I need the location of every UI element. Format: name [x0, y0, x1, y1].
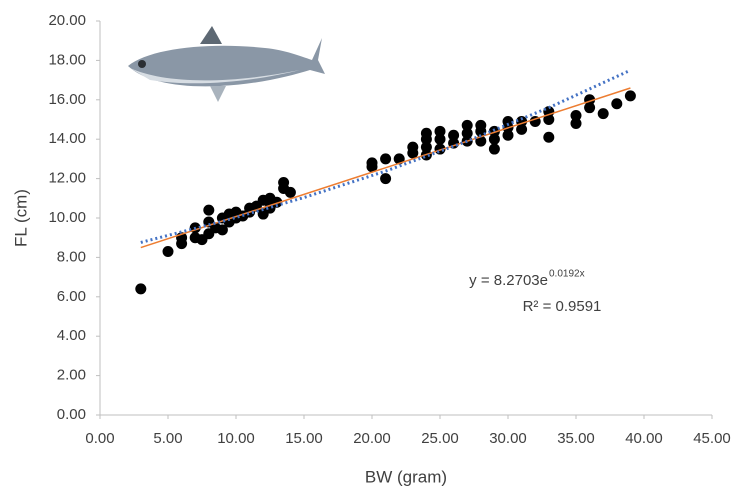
r-squared: R² = 0.9591	[523, 298, 602, 315]
x-tick-label: 45.00	[693, 430, 731, 447]
y-tick-label: 20.00	[48, 12, 86, 29]
x-tick-label: 25.00	[421, 430, 459, 447]
equation-exponent: 0.0192x	[549, 269, 585, 280]
x-tick-label: 15.00	[285, 430, 323, 447]
data-point	[285, 187, 296, 198]
x-tick-label: 30.00	[489, 430, 527, 447]
y-tick-label: 4.00	[57, 327, 86, 344]
x-axis-label: BW (gram)	[365, 467, 447, 486]
data-point	[203, 205, 214, 216]
equation: y = 8.2703e	[469, 272, 548, 289]
x-tick-label: 5.00	[153, 430, 182, 447]
x-tick-label: 35.00	[557, 430, 595, 447]
data-point	[135, 283, 146, 294]
y-tick-label: 8.00	[57, 248, 86, 265]
data-point	[163, 246, 174, 257]
data-point	[611, 98, 622, 109]
x-tick-label: 10.00	[217, 430, 255, 447]
data-point	[598, 108, 609, 119]
fish-illustration	[128, 26, 325, 102]
y-tick-label: 2.00	[57, 367, 86, 384]
y-tick-label: 10.00	[48, 209, 86, 226]
y-tick-label: 6.00	[57, 288, 86, 305]
y-tick-label: 14.00	[48, 130, 86, 147]
data-point	[571, 110, 582, 121]
data-point	[489, 144, 500, 155]
data-point	[448, 130, 459, 141]
x-tick-label: 0.00	[85, 430, 114, 447]
data-point	[380, 173, 391, 184]
y-tick-label: 12.00	[48, 170, 86, 187]
y-axis-label: FL (cm)	[11, 189, 30, 247]
y-tick-label: 18.00	[48, 51, 86, 68]
data-point	[462, 120, 473, 131]
x-tick-label: 40.00	[625, 430, 663, 447]
data-point	[421, 128, 432, 139]
data-point	[278, 177, 289, 188]
data-point	[435, 126, 446, 137]
data-point	[475, 120, 486, 131]
data-point	[367, 157, 378, 168]
x-tick-label: 20.00	[353, 430, 391, 447]
y-tick-label: 0.00	[57, 406, 86, 423]
data-point	[380, 153, 391, 164]
data-point	[407, 142, 418, 153]
data-point	[625, 90, 636, 101]
data-point	[543, 132, 554, 143]
chart: FL (cm) BW (gram) y = 8.2703e 0.0192x R²…	[0, 0, 733, 490]
y-tick-label: 16.00	[48, 91, 86, 108]
